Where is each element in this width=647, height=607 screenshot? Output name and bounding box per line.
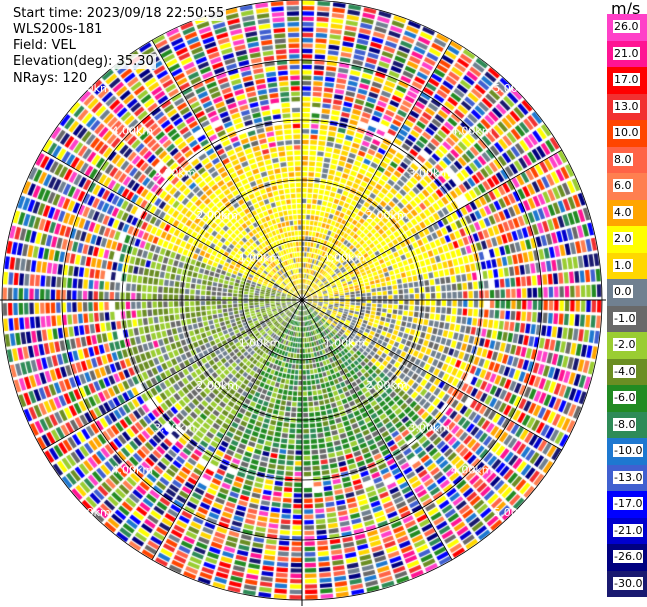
azimuth-spoke — [41, 299, 303, 451]
azimuth-spoke — [301, 149, 563, 301]
range-ring-label: 4.00km — [451, 464, 493, 477]
azimuth-spoke — [151, 39, 303, 301]
colorbar-bin: -10.0 — [607, 438, 647, 465]
instrument-name: WLS200s-181 — [11, 22, 105, 37]
colorbar-tick-label: 0.0 — [613, 285, 633, 298]
range-ring-label: 2.00km — [366, 379, 408, 392]
nrays-label: NRays: 120 — [11, 71, 90, 86]
colorbar-tick-label: 17.0 — [613, 73, 640, 86]
colorbar-tick-label: 4.0 — [613, 205, 633, 219]
colorbar-tick-label: 6.0 — [613, 179, 633, 192]
colorbar-bin: -13.0 — [607, 464, 647, 491]
range-ring-label: 5.00km — [493, 506, 535, 519]
range-ring-label: 3.00km — [408, 421, 450, 434]
colorbar-tick-label: -30.0 — [613, 576, 644, 590]
colorbar-tick-label: 10.0 — [613, 126, 640, 139]
colorbar-bin: 6.0 — [607, 173, 647, 200]
colorbar-bin: 26.0 — [607, 14, 647, 41]
colorbar-bin: 4.0 — [607, 199, 647, 226]
colorbar-bin: 1.0 — [607, 252, 647, 279]
range-ring-label: 3.00km — [154, 421, 196, 434]
colorbar-bin: -30.0 — [607, 570, 647, 597]
colorbar-bin: -8.0 — [607, 411, 647, 438]
colorbar-bin: -1.0 — [607, 305, 647, 332]
range-ring-label: 4.00km — [451, 124, 493, 137]
colorbar-tick-label: 26.0 — [613, 20, 640, 33]
azimuth-spoke — [301, 299, 453, 561]
range-ring-label: 2.00km — [196, 209, 238, 222]
range-ring-label: 1.00km — [324, 252, 366, 265]
range-ring-label: 5.00km — [493, 82, 535, 95]
colorbar-bin: 10.0 — [607, 120, 647, 147]
azimuth-spoke — [301, 39, 453, 301]
colorbar-bin: -17.0 — [607, 491, 647, 518]
colorbar-bin: -2.0 — [607, 332, 647, 359]
range-ring-label: 1.00km — [239, 336, 281, 349]
range-ring-label: 2.00km — [196, 379, 238, 392]
colorbar-tick-label: -17.0 — [613, 497, 644, 510]
colorbar-bin: 21.0 — [607, 40, 647, 67]
range-ring-label: 1.00km — [324, 336, 366, 349]
range-ring-label: 3.00km — [154, 167, 196, 180]
range-ring-label: 1.00km — [239, 252, 281, 265]
colorbar-tick-label: -4.0 — [613, 364, 637, 378]
colorbar-unit: m/s — [611, 0, 641, 18]
start-time: Start time: 2023/09/18 22:50:55 — [11, 6, 227, 21]
range-ring-label: 4.00km — [112, 124, 154, 137]
colorbar-tick-label: 21.0 — [613, 46, 640, 60]
colorbar: 26.0 21.0 17.0 13.0 10.0 8.0 6.0 4.0 2.0 1.0 0.0 -1… — [607, 14, 647, 597]
colorbar-bin: 0.0 — [607, 279, 647, 306]
colorbar-tick-label: -2.0 — [613, 338, 637, 351]
colorbar-tick-label: -6.0 — [613, 391, 637, 404]
colorbar-bin: -26.0 — [607, 544, 647, 571]
colorbar-bin: -6.0 — [607, 385, 647, 412]
colorbar-tick-label: 13.0 — [613, 99, 640, 113]
colorbar-tick-label: -26.0 — [613, 550, 644, 563]
colorbar-bin: 8.0 — [607, 146, 647, 173]
colorbar-bin: 2.0 — [607, 226, 647, 253]
colorbar-tick-label: 8.0 — [613, 152, 633, 166]
colorbar-bin: 13.0 — [607, 93, 647, 120]
colorbar-bin: 17.0 — [607, 67, 647, 94]
azimuth-spoke — [151, 299, 303, 561]
elevation-label: Elevation(deg): 35.30 — [11, 54, 156, 69]
colorbar-tick-label: 1.0 — [613, 258, 633, 272]
azimuth-spoke — [301, 299, 563, 451]
colorbar-bin: -4.0 — [607, 358, 647, 385]
colorbar-tick-label: -1.0 — [613, 311, 637, 325]
colorbar-tick-label: 2.0 — [613, 232, 633, 245]
range-ring-label: 2.00km — [366, 209, 408, 222]
range-ring-label: 4.00km — [112, 464, 154, 477]
range-ring-label: 5.00km — [69, 506, 111, 519]
range-ring-label: 3.00km — [408, 167, 450, 180]
colorbar-bin: -21.0 — [607, 517, 647, 544]
azimuth-spoke — [41, 149, 303, 301]
colorbar-tick-label: -13.0 — [613, 470, 644, 484]
field-label: Field: VEL — [11, 38, 78, 53]
colorbar-tick-label: -10.0 — [613, 444, 644, 457]
colorbar-tick-label: -8.0 — [613, 417, 637, 431]
colorbar-tick-label: -21.0 — [613, 523, 644, 537]
